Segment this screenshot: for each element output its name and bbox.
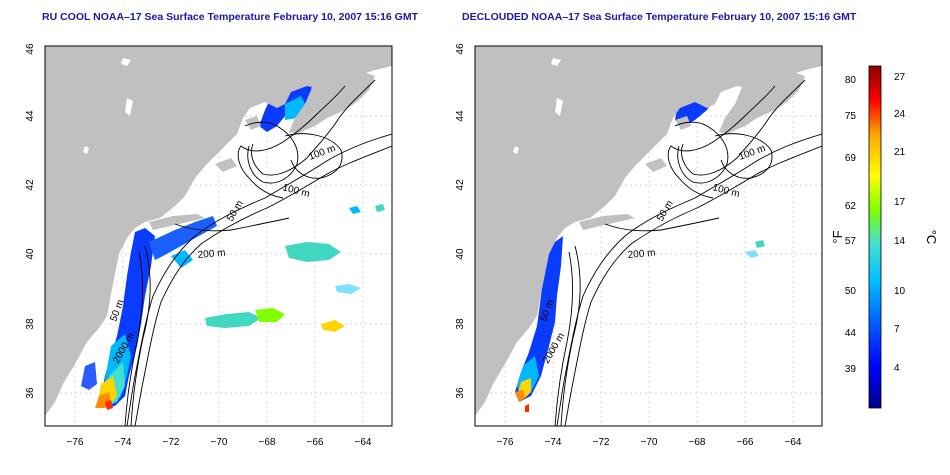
right-map-title: DECLOUDED NOAA–17 Sea Surface Temperatur… (462, 11, 857, 23)
left-lon-tick: −64 (355, 437, 372, 448)
right-lon-tick: −68 (689, 437, 706, 448)
left-map (45, 46, 392, 426)
right-lon-tick: −64 (785, 437, 802, 448)
left-lat-tick: 40 (25, 248, 36, 260)
right-lat-tick: 46 (455, 43, 466, 55)
left-lat-tick: 46 (25, 43, 36, 55)
colorbar-f-tick: 75 (845, 111, 857, 122)
colorbar-c-tick: 4 (894, 363, 900, 374)
colorbar-f-tick: 57 (845, 236, 857, 247)
right-lat-tick: 42 (455, 179, 466, 191)
right-lat-tick: 44 (455, 110, 466, 122)
right-lon-tick: −74 (545, 437, 562, 448)
contour-label: 200 m (197, 248, 226, 261)
colorbar-c-tick: 17 (894, 197, 906, 208)
colorbar-c-tick: 14 (894, 236, 906, 247)
left-lon-tick: −76 (67, 437, 84, 448)
left-axis-labels: −76 −74 −72 −70 −68 −66 −64 36 38 40 42 … (25, 43, 372, 448)
colorbar-c-tick: 21 (894, 147, 906, 158)
right-map (475, 46, 822, 426)
colorbar-f-tick: 80 (845, 75, 857, 86)
left-lon-tick: −70 (211, 437, 228, 448)
contour-label: 200 m (627, 248, 656, 261)
right-lon-tick: −66 (737, 437, 754, 448)
left-lat-tick: 38 (25, 318, 36, 330)
left-lat-tick: 44 (25, 110, 36, 122)
colorbar-c-tick: 24 (894, 109, 906, 120)
right-lat-tick: 38 (455, 318, 466, 330)
left-lat-tick: 42 (25, 179, 36, 191)
colorbar-f-tick: 69 (845, 153, 857, 164)
colorbar-f-tick: 62 (845, 201, 857, 212)
left-lat-tick: 36 (25, 387, 36, 399)
right-map-frame (474, 45, 823, 427)
right-axis-labels: −76 −74 −72 −70 −68 −66 −64 36 38 40 42 … (455, 43, 802, 448)
colorbar-f-tick: 50 (845, 286, 857, 297)
right-sst-overlay (475, 46, 822, 426)
colorbar-c-tick: 27 (894, 72, 906, 83)
colorbar-f-tick: 39 (845, 364, 857, 375)
right-lat-tick: 36 (455, 387, 466, 399)
left-lon-tick: −74 (115, 437, 132, 448)
colorbar-f-label: °F (830, 230, 845, 243)
right-lon-tick: −72 (593, 437, 610, 448)
right-lon-tick: −76 (497, 437, 514, 448)
colorbar-f-tick: 44 (845, 328, 857, 339)
colorbar-c-tick: 7 (894, 324, 900, 335)
colorbar: 80 75 69 62 57 50 44 39 27 24 21 17 14 1… (830, 65, 939, 409)
left-lon-tick: −72 (163, 437, 180, 448)
left-lon-tick: −68 (259, 437, 276, 448)
right-lon-tick: −70 (641, 437, 658, 448)
left-map-frame (44, 45, 393, 427)
colorbar-c-label: °C (924, 230, 939, 245)
left-map-title: RU COOL NOAA–17 Sea Surface Temperature … (42, 11, 419, 23)
left-lon-tick: −66 (307, 437, 324, 448)
left-sst-overlay (45, 46, 392, 426)
right-lat-tick: 40 (455, 248, 466, 260)
colorbar-c-tick: 10 (894, 286, 906, 297)
colorbar-scale (868, 65, 882, 409)
